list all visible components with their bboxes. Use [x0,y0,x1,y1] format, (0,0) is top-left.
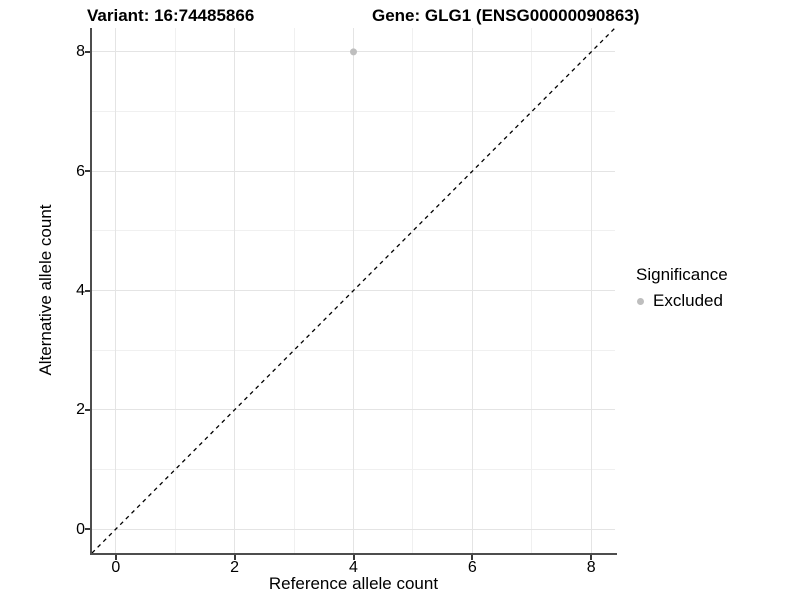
legend-entry-label: Excluded [653,291,723,310]
legend: Significance Excluded [628,265,798,313]
plot-panel [91,27,616,554]
legend-entries: Excluded [628,289,798,313]
y-axis-tick [85,528,90,531]
y-tick-label: 6 [76,162,85,180]
x-axis-tick [114,555,117,560]
x-tick-label: 4 [349,559,358,576]
legend-key-dot [637,297,644,305]
y-axis-line [90,28,92,555]
y-axis-tick [85,50,90,53]
x-tick-label: 8 [586,559,596,576]
x-tick-label: 0 [111,559,121,576]
plot-canvas [91,27,616,554]
legend-entry: Excluded [628,289,798,313]
plot-title-variant: Variant: 16:74485866 [87,6,255,25]
x-tick-label: 6 [467,559,477,576]
x-axis-tick [233,555,236,560]
gridline-y-major [92,409,615,411]
y-tick-label: 2 [76,401,85,419]
y-axis-tick [85,170,90,173]
identity-line [91,27,616,554]
y-axis-tick [85,408,90,411]
plot-title-gene: Gene: GLG1 (ENSG00000090863) [372,6,640,25]
x-axis-line [90,553,617,555]
x-axis-title: Reference allele count [268,574,439,593]
y-axis-tick [85,289,90,292]
gridline-y-major [92,170,615,172]
y-tick-label: 4 [76,282,85,299]
legend-title: Significance [636,265,728,284]
gridline-y-major [92,528,615,530]
data-point [350,48,357,56]
x-tick-label: 2 [230,559,240,576]
x-axis-tick [471,555,474,560]
x-axis-tick [352,555,355,560]
y-tick-label: 8 [76,43,85,61]
y-tick-label: 0 [76,520,85,538]
y-axis-title: Alternative allele count [36,204,55,376]
x-axis-tick [590,555,593,560]
